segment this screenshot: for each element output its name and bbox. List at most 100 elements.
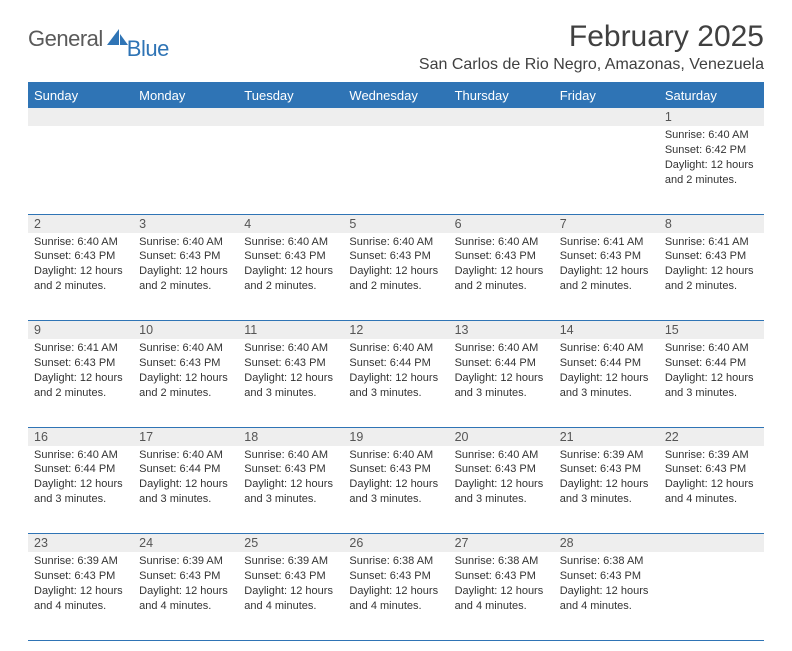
- sunrise-text: Sunrise: 6:38 AM: [349, 554, 442, 569]
- day-details: Sunrise: 6:40 AMSunset: 6:44 PMDaylight:…: [28, 446, 133, 511]
- sunrise-text: Sunrise: 6:40 AM: [34, 235, 127, 250]
- sunrise-text: Sunrise: 6:40 AM: [139, 235, 232, 250]
- sunset-text: Sunset: 6:44 PM: [665, 356, 758, 371]
- daylight-text: Daylight: 12 hours and 3 minutes.: [560, 477, 653, 507]
- sunrise-text: Sunrise: 6:39 AM: [34, 554, 127, 569]
- sunset-text: Sunset: 6:43 PM: [34, 249, 127, 264]
- day-number: 18: [238, 427, 343, 446]
- day-number: 27: [449, 534, 554, 553]
- sunset-text: Sunset: 6:43 PM: [455, 569, 548, 584]
- week-row: Sunrise: 6:39 AMSunset: 6:43 PMDaylight:…: [28, 552, 764, 640]
- sunrise-text: Sunrise: 6:38 AM: [560, 554, 653, 569]
- daylight-text: Daylight: 12 hours and 3 minutes.: [34, 477, 127, 507]
- daylight-text: Daylight: 12 hours and 2 minutes.: [665, 264, 758, 294]
- weekday-header: Thursday: [449, 83, 554, 108]
- sunrise-text: Sunrise: 6:41 AM: [665, 235, 758, 250]
- day-details: Sunrise: 6:40 AMSunset: 6:43 PMDaylight:…: [133, 233, 238, 298]
- day-details: Sunrise: 6:40 AMSunset: 6:43 PMDaylight:…: [28, 233, 133, 298]
- daylight-text: Daylight: 12 hours and 4 minutes.: [34, 584, 127, 614]
- day-details: Sunrise: 6:39 AMSunset: 6:43 PMDaylight:…: [659, 446, 764, 511]
- day-number: 6: [449, 214, 554, 233]
- day-cell: Sunrise: 6:41 AMSunset: 6:43 PMDaylight:…: [554, 233, 659, 321]
- day-number: 3: [133, 214, 238, 233]
- sunset-text: Sunset: 6:44 PM: [139, 462, 232, 477]
- day-cell: Sunrise: 6:40 AMSunset: 6:44 PMDaylight:…: [449, 339, 554, 427]
- day-number: [28, 108, 133, 126]
- day-cell: Sunrise: 6:40 AMSunset: 6:43 PMDaylight:…: [133, 233, 238, 321]
- day-cell: Sunrise: 6:40 AMSunset: 6:42 PMDaylight:…: [659, 126, 764, 214]
- day-cell: Sunrise: 6:40 AMSunset: 6:43 PMDaylight:…: [449, 233, 554, 321]
- day-number: [343, 108, 448, 126]
- day-cell: Sunrise: 6:40 AMSunset: 6:44 PMDaylight:…: [659, 339, 764, 427]
- weekday-header: Saturday: [659, 83, 764, 108]
- week-row: Sunrise: 6:40 AMSunset: 6:42 PMDaylight:…: [28, 126, 764, 214]
- day-details: Sunrise: 6:40 AMSunset: 6:43 PMDaylight:…: [343, 233, 448, 298]
- daylight-text: Daylight: 12 hours and 3 minutes.: [560, 371, 653, 401]
- day-cell: [554, 126, 659, 214]
- sunrise-text: Sunrise: 6:40 AM: [139, 448, 232, 463]
- sunrise-text: Sunrise: 6:40 AM: [349, 448, 442, 463]
- sunset-text: Sunset: 6:43 PM: [560, 249, 653, 264]
- day-cell: Sunrise: 6:40 AMSunset: 6:44 PMDaylight:…: [28, 446, 133, 534]
- sunset-text: Sunset: 6:44 PM: [349, 356, 442, 371]
- day-cell: Sunrise: 6:40 AMSunset: 6:43 PMDaylight:…: [28, 233, 133, 321]
- sunrise-text: Sunrise: 6:40 AM: [244, 448, 337, 463]
- daylight-text: Daylight: 12 hours and 3 minutes.: [244, 371, 337, 401]
- day-number: 26: [343, 534, 448, 553]
- daylight-text: Daylight: 12 hours and 2 minutes.: [455, 264, 548, 294]
- sunrise-text: Sunrise: 6:39 AM: [665, 448, 758, 463]
- sunset-text: Sunset: 6:43 PM: [349, 462, 442, 477]
- page-title: February 2025: [419, 20, 764, 54]
- day-cell: Sunrise: 6:40 AMSunset: 6:43 PMDaylight:…: [343, 446, 448, 534]
- day-number: 10: [133, 321, 238, 340]
- day-cell: Sunrise: 6:38 AMSunset: 6:43 PMDaylight:…: [343, 552, 448, 640]
- sunrise-text: Sunrise: 6:38 AM: [455, 554, 548, 569]
- daynum-row: 16171819202122: [28, 427, 764, 446]
- day-number: 9: [28, 321, 133, 340]
- sunset-text: Sunset: 6:42 PM: [665, 143, 758, 158]
- daylight-text: Daylight: 12 hours and 2 minutes.: [244, 264, 337, 294]
- sunset-text: Sunset: 6:43 PM: [455, 462, 548, 477]
- day-details: Sunrise: 6:40 AMSunset: 6:43 PMDaylight:…: [133, 339, 238, 404]
- logo: General Blue: [28, 20, 171, 52]
- day-number: 24: [133, 534, 238, 553]
- day-cell: Sunrise: 6:39 AMSunset: 6:43 PMDaylight:…: [554, 446, 659, 534]
- daylight-text: Daylight: 12 hours and 3 minutes.: [455, 477, 548, 507]
- day-details: Sunrise: 6:40 AMSunset: 6:44 PMDaylight:…: [449, 339, 554, 404]
- day-cell: Sunrise: 6:40 AMSunset: 6:43 PMDaylight:…: [238, 233, 343, 321]
- weekday-header: Friday: [554, 83, 659, 108]
- day-cell: Sunrise: 6:40 AMSunset: 6:44 PMDaylight:…: [343, 339, 448, 427]
- day-details: Sunrise: 6:39 AMSunset: 6:43 PMDaylight:…: [28, 552, 133, 617]
- day-number: 2: [28, 214, 133, 233]
- daylight-text: Daylight: 12 hours and 2 minutes.: [34, 371, 127, 401]
- day-number: [449, 108, 554, 126]
- daylight-text: Daylight: 12 hours and 4 minutes.: [560, 584, 653, 614]
- day-cell: Sunrise: 6:41 AMSunset: 6:43 PMDaylight:…: [659, 233, 764, 321]
- sunset-text: Sunset: 6:44 PM: [560, 356, 653, 371]
- day-details: Sunrise: 6:39 AMSunset: 6:43 PMDaylight:…: [238, 552, 343, 617]
- day-details: Sunrise: 6:39 AMSunset: 6:43 PMDaylight:…: [133, 552, 238, 617]
- sunrise-text: Sunrise: 6:40 AM: [349, 235, 442, 250]
- sunset-text: Sunset: 6:43 PM: [34, 569, 127, 584]
- day-details: Sunrise: 6:40 AMSunset: 6:44 PMDaylight:…: [554, 339, 659, 404]
- daylight-text: Daylight: 12 hours and 3 minutes.: [665, 371, 758, 401]
- page-header: General Blue February 2025 San Carlos de…: [28, 20, 764, 74]
- day-details: Sunrise: 6:40 AMSunset: 6:43 PMDaylight:…: [238, 446, 343, 511]
- sunrise-text: Sunrise: 6:39 AM: [139, 554, 232, 569]
- sunset-text: Sunset: 6:43 PM: [665, 249, 758, 264]
- day-number: 14: [554, 321, 659, 340]
- day-number: 8: [659, 214, 764, 233]
- daylight-text: Daylight: 12 hours and 4 minutes.: [244, 584, 337, 614]
- sunset-text: Sunset: 6:43 PM: [560, 569, 653, 584]
- day-cell: Sunrise: 6:40 AMSunset: 6:43 PMDaylight:…: [238, 446, 343, 534]
- daynum-row: 9101112131415: [28, 321, 764, 340]
- week-row: Sunrise: 6:41 AMSunset: 6:43 PMDaylight:…: [28, 339, 764, 427]
- day-cell: Sunrise: 6:40 AMSunset: 6:43 PMDaylight:…: [238, 339, 343, 427]
- daylight-text: Daylight: 12 hours and 3 minutes.: [139, 477, 232, 507]
- week-row: Sunrise: 6:40 AMSunset: 6:43 PMDaylight:…: [28, 233, 764, 321]
- page-subtitle: San Carlos de Rio Negro, Amazonas, Venez…: [419, 56, 764, 74]
- title-block: February 2025 San Carlos de Rio Negro, A…: [419, 20, 764, 74]
- day-cell: Sunrise: 6:40 AMSunset: 6:43 PMDaylight:…: [133, 339, 238, 427]
- day-number: 23: [28, 534, 133, 553]
- day-number: [133, 108, 238, 126]
